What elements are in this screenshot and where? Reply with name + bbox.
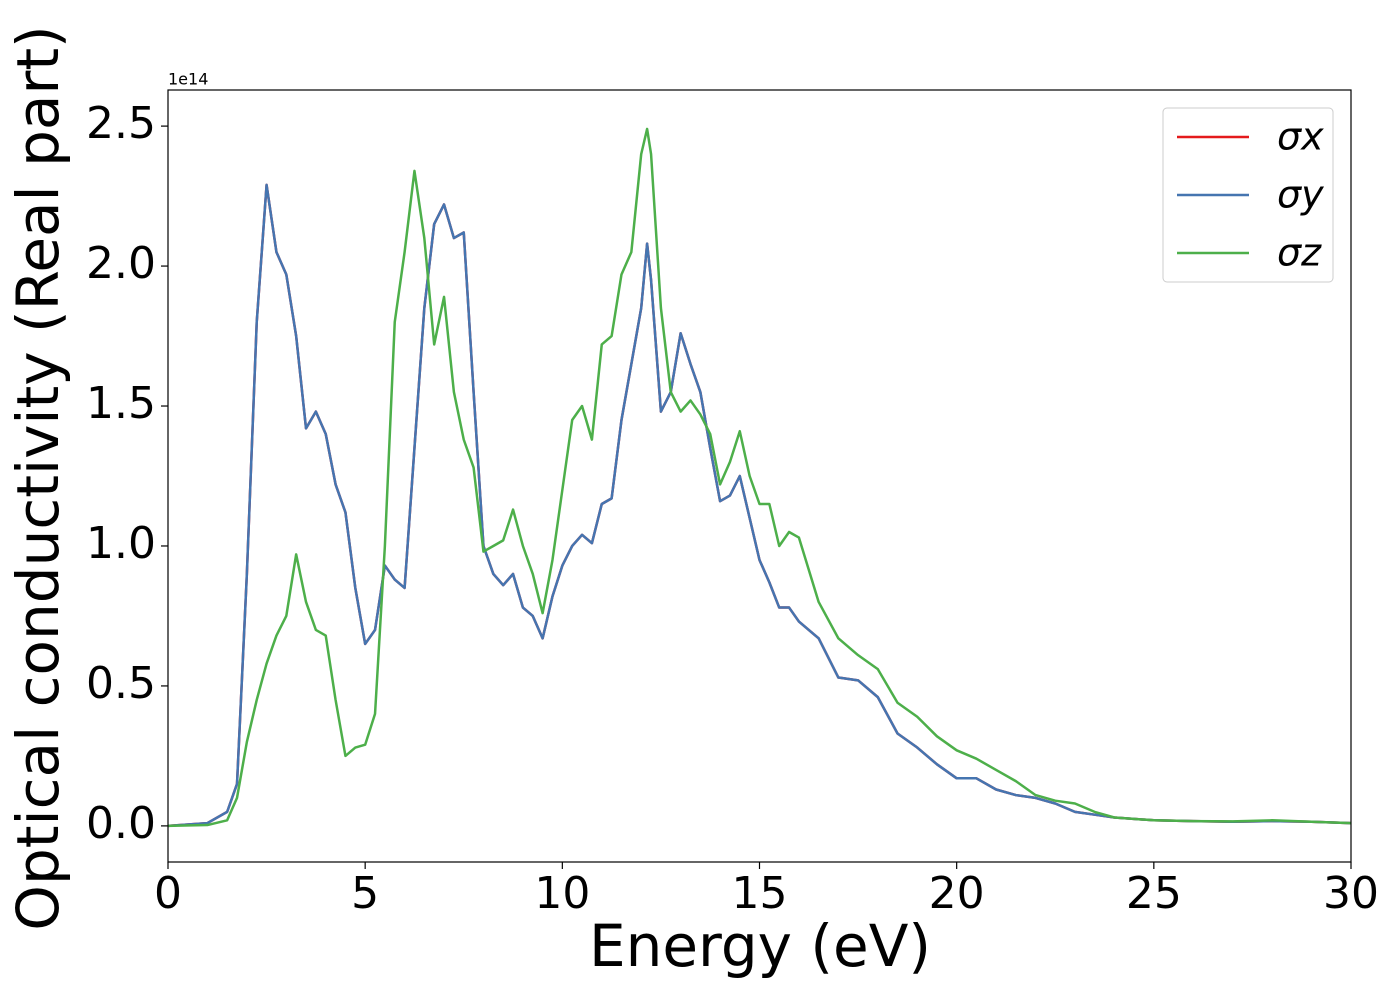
- x-tick-label: 20: [929, 868, 985, 919]
- y-offset-label: 1e14: [168, 70, 208, 89]
- x-tick-label: 30: [1323, 868, 1379, 919]
- y-tick-label: 1.0: [86, 518, 156, 569]
- series-line: [167, 127, 1352, 828]
- x-tick-label: 0: [154, 868, 182, 919]
- x-tick-label: 5: [351, 868, 379, 919]
- y-tick-label: 0.0: [86, 798, 156, 849]
- x-axis-label: Energy (eV): [589, 912, 931, 980]
- legend-label: σy: [1277, 173, 1324, 217]
- y-tick-label: 1.5: [86, 378, 156, 429]
- x-tick-label: 25: [1126, 868, 1182, 919]
- y-tick-label: 0.5: [86, 658, 156, 709]
- y-tick-label: 2.5: [86, 98, 156, 149]
- x-tick-label: 10: [534, 868, 590, 919]
- series-line: [167, 183, 1352, 828]
- x-tick-label: 15: [732, 868, 788, 919]
- y-axis-label: Optical conductivity (Real part): [4, 25, 72, 930]
- plot-frame: [167, 89, 1352, 863]
- legend-label: σx: [1277, 115, 1324, 159]
- legend-label: σz: [1277, 231, 1322, 275]
- y-tick-label: 2.0: [86, 238, 156, 289]
